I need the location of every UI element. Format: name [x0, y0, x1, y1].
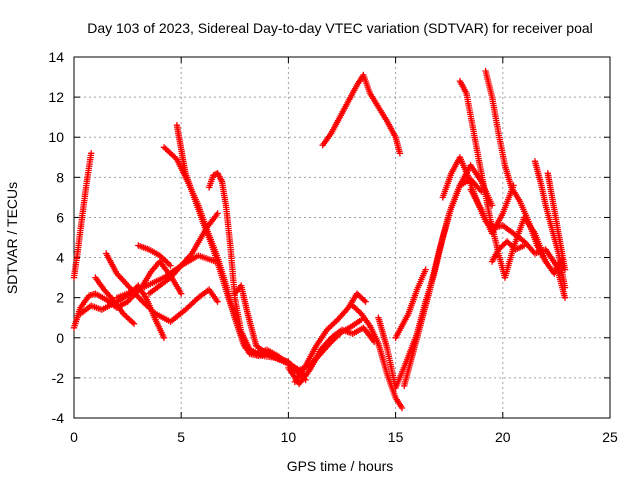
series-track-25: [531, 158, 569, 291]
y-axis-ticks: -4 -2 0 2 4 6 8 10 12 14: [48, 49, 610, 426]
y-tick-label: 10: [48, 129, 64, 145]
series-track-9: [113, 252, 219, 301]
series-track-4: [92, 274, 138, 327]
plot-frame: [73, 56, 611, 419]
series-track-21: [392, 266, 429, 341]
grid-lines: [74, 57, 610, 418]
series-track-26: [544, 170, 569, 273]
series-track-18: [319, 71, 404, 157]
series-track-27: [488, 238, 528, 265]
series-track-28: [467, 182, 517, 237]
x-tick-label: 15: [388, 429, 404, 445]
y-tick-label: 0: [56, 330, 64, 346]
series-track-16: [306, 316, 365, 370]
series-track-13: [231, 282, 309, 380]
series-track-12: [205, 170, 292, 365]
series-track-20: [401, 162, 496, 390]
y-tick-label: 12: [48, 89, 64, 105]
chart-title: Day 103 of 2023, Sidereal Day-to-day VTE…: [87, 20, 593, 36]
x-axis-ticks: 0 5 10 15 20 25: [70, 57, 618, 445]
y-tick-label: 8: [56, 169, 64, 185]
y-tick-label: 6: [56, 209, 64, 225]
series-track-17: [349, 302, 406, 412]
series-track-7: [135, 242, 174, 269]
y-tick-label: 14: [48, 49, 64, 65]
y-tick-label: -2: [52, 370, 65, 386]
y-axis-label: SDTVAR / TECUs: [4, 182, 20, 294]
x-tick-label: 20: [495, 429, 511, 445]
x-tick-label: 10: [281, 429, 297, 445]
series-track-24: [482, 67, 566, 277]
series-track-5: [103, 250, 221, 325]
y-tick-label: -4: [52, 410, 65, 426]
series-group: [70, 67, 569, 412]
x-tick-label: 0: [70, 429, 78, 445]
x-axis-label: GPS time / hours: [287, 458, 394, 474]
x-tick-label: 5: [177, 429, 185, 445]
x-tick-label: 25: [602, 429, 618, 445]
series-track-1: [70, 150, 95, 281]
y-tick-label: 4: [56, 250, 64, 266]
y-tick-label: 2: [56, 290, 64, 306]
